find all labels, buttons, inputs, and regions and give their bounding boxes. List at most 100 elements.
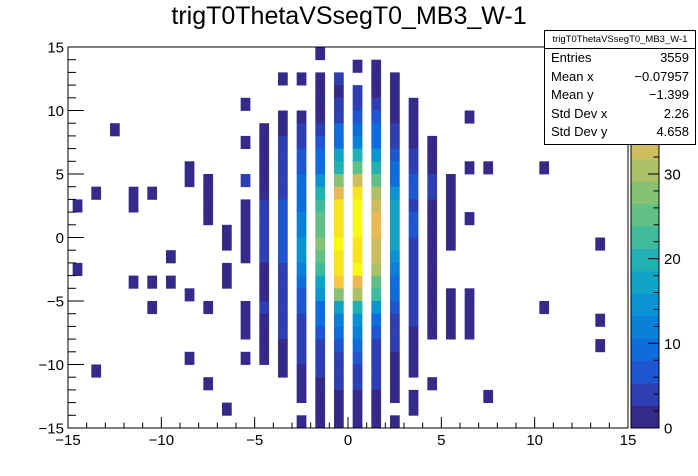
- heatmap-cell: [390, 339, 400, 353]
- heatmap-cell: [296, 224, 307, 238]
- heatmap-cell: [427, 199, 438, 213]
- heatmap-cell: [240, 212, 251, 226]
- heatmap-cell: [91, 186, 102, 200]
- heatmap-cell: [371, 148, 382, 162]
- heatmap-cell: [278, 110, 288, 124]
- heatmap-cell: [334, 262, 344, 276]
- heatmap-cell: [408, 364, 419, 378]
- heatmap-cell: [427, 250, 438, 264]
- colorbar-segment: [631, 360, 659, 384]
- heatmap-cell: [334, 364, 344, 378]
- heatmap-cell: [315, 212, 326, 226]
- heatmap-cell: [446, 237, 456, 251]
- heatmap-cell: [240, 174, 251, 188]
- heatmap-cell: [315, 364, 326, 378]
- axes: −15 −10 −5 0 5 10 15 −15 −10 −5 0 5 10 15: [39, 40, 637, 450]
- heatmap-cell: [315, 110, 326, 124]
- heatmap-cell: [259, 301, 270, 315]
- heatmap-cell: [446, 326, 456, 340]
- heatmap-cell: [352, 212, 363, 226]
- colorbar-segment: [631, 248, 659, 272]
- colorbar-tick-label: 20: [664, 251, 681, 268]
- heatmap-cell: [259, 250, 270, 264]
- heatmap-cell: [278, 339, 288, 353]
- heatmap-cell: [315, 275, 326, 289]
- heatmap-cell: [147, 275, 158, 289]
- heatmap-cell: [259, 161, 270, 175]
- heatmap-cell: [259, 212, 270, 226]
- heatmap-cell: [259, 135, 270, 149]
- heatmap-cell: [315, 237, 326, 251]
- heatmap-cell: [166, 275, 176, 289]
- heatmap-cell: [595, 313, 606, 327]
- heatmap-cell: [390, 135, 400, 149]
- heatmap-cell: [371, 351, 382, 365]
- x-tick-label: 10: [526, 432, 543, 449]
- heatmap-cell: [296, 339, 307, 353]
- heatmap-cell: [278, 186, 288, 200]
- heatmap-cell: [408, 224, 419, 238]
- heatmap-cell: [296, 351, 307, 365]
- colorbar-segment: [631, 203, 659, 227]
- heatmap-cell: [296, 250, 307, 264]
- heatmap-cell: [464, 212, 475, 226]
- stats-box: trigT0ThetaVSsegT0_MB3_W-1 Entries 3559 …: [544, 30, 696, 145]
- heatmap-cell: [371, 135, 382, 149]
- heatmap-cell: [390, 237, 400, 251]
- heatmap-cell: [278, 161, 288, 175]
- heatmap-cell: [371, 237, 382, 251]
- heatmap-cell: [259, 174, 270, 188]
- heatmap-cell: [334, 135, 344, 149]
- heatmap-cell: [296, 389, 307, 403]
- heatmap-cell: [371, 262, 382, 276]
- heatmap-cell: [296, 275, 307, 289]
- heatmap-cell: [427, 377, 438, 391]
- heatmap-cell: [278, 199, 288, 213]
- y-tick-label: −15: [39, 421, 64, 438]
- heatmap-cell: [240, 135, 251, 149]
- x-tick-label: 5: [437, 432, 445, 449]
- heatmap-cell: [446, 186, 456, 200]
- heatmap-cell: [352, 85, 363, 99]
- heatmap-cell: [278, 313, 288, 327]
- heatmap-cell: [296, 148, 307, 162]
- heatmap-cell: [128, 186, 139, 200]
- heatmap-cell: [371, 415, 382, 429]
- heatmap-cell: [408, 135, 419, 149]
- heatmap-cell: [296, 415, 307, 429]
- heatmap-cell: [334, 288, 344, 302]
- stats-value: 4.658: [656, 124, 689, 139]
- heatmap-cell: [408, 262, 419, 276]
- heatmap-cell: [334, 85, 344, 99]
- heatmap-cell: [147, 186, 158, 200]
- heatmap-cell: [352, 123, 363, 137]
- heatmap-cell: [128, 199, 139, 213]
- heatmap-cell: [483, 161, 494, 175]
- heatmap-cell: [446, 288, 456, 302]
- colorbar-segment: [631, 181, 659, 205]
- y-tick-label: 0: [56, 230, 64, 247]
- heatmap-cell: [408, 313, 419, 327]
- heatmap-cell: [352, 237, 363, 251]
- heatmap-cell: [464, 110, 475, 124]
- heatmap-cell: [334, 174, 344, 188]
- heatmap-cell: [315, 389, 326, 403]
- heatmap-cell: [446, 212, 456, 226]
- heatmap-cell: [371, 72, 382, 86]
- heatmap-cell: [539, 161, 550, 175]
- colorbar-segment: [631, 293, 659, 317]
- heatmap-cell: [278, 72, 288, 86]
- heatmap-cell: [222, 224, 232, 238]
- heatmap-cell: [91, 364, 102, 378]
- heatmap-cell: [352, 135, 363, 149]
- heatmap-cell: [315, 97, 326, 111]
- heatmap-cell: [371, 402, 382, 416]
- heatmap-cell: [222, 275, 232, 289]
- heatmap-cell: [296, 364, 307, 378]
- heatmap-cell: [296, 123, 307, 137]
- heatmap-cell: [408, 402, 419, 416]
- heatmap-cell: [390, 377, 400, 391]
- heatmap-cell: [296, 72, 307, 86]
- colorbar-tick-label: 10: [664, 336, 681, 353]
- heatmap-cell: [240, 326, 251, 340]
